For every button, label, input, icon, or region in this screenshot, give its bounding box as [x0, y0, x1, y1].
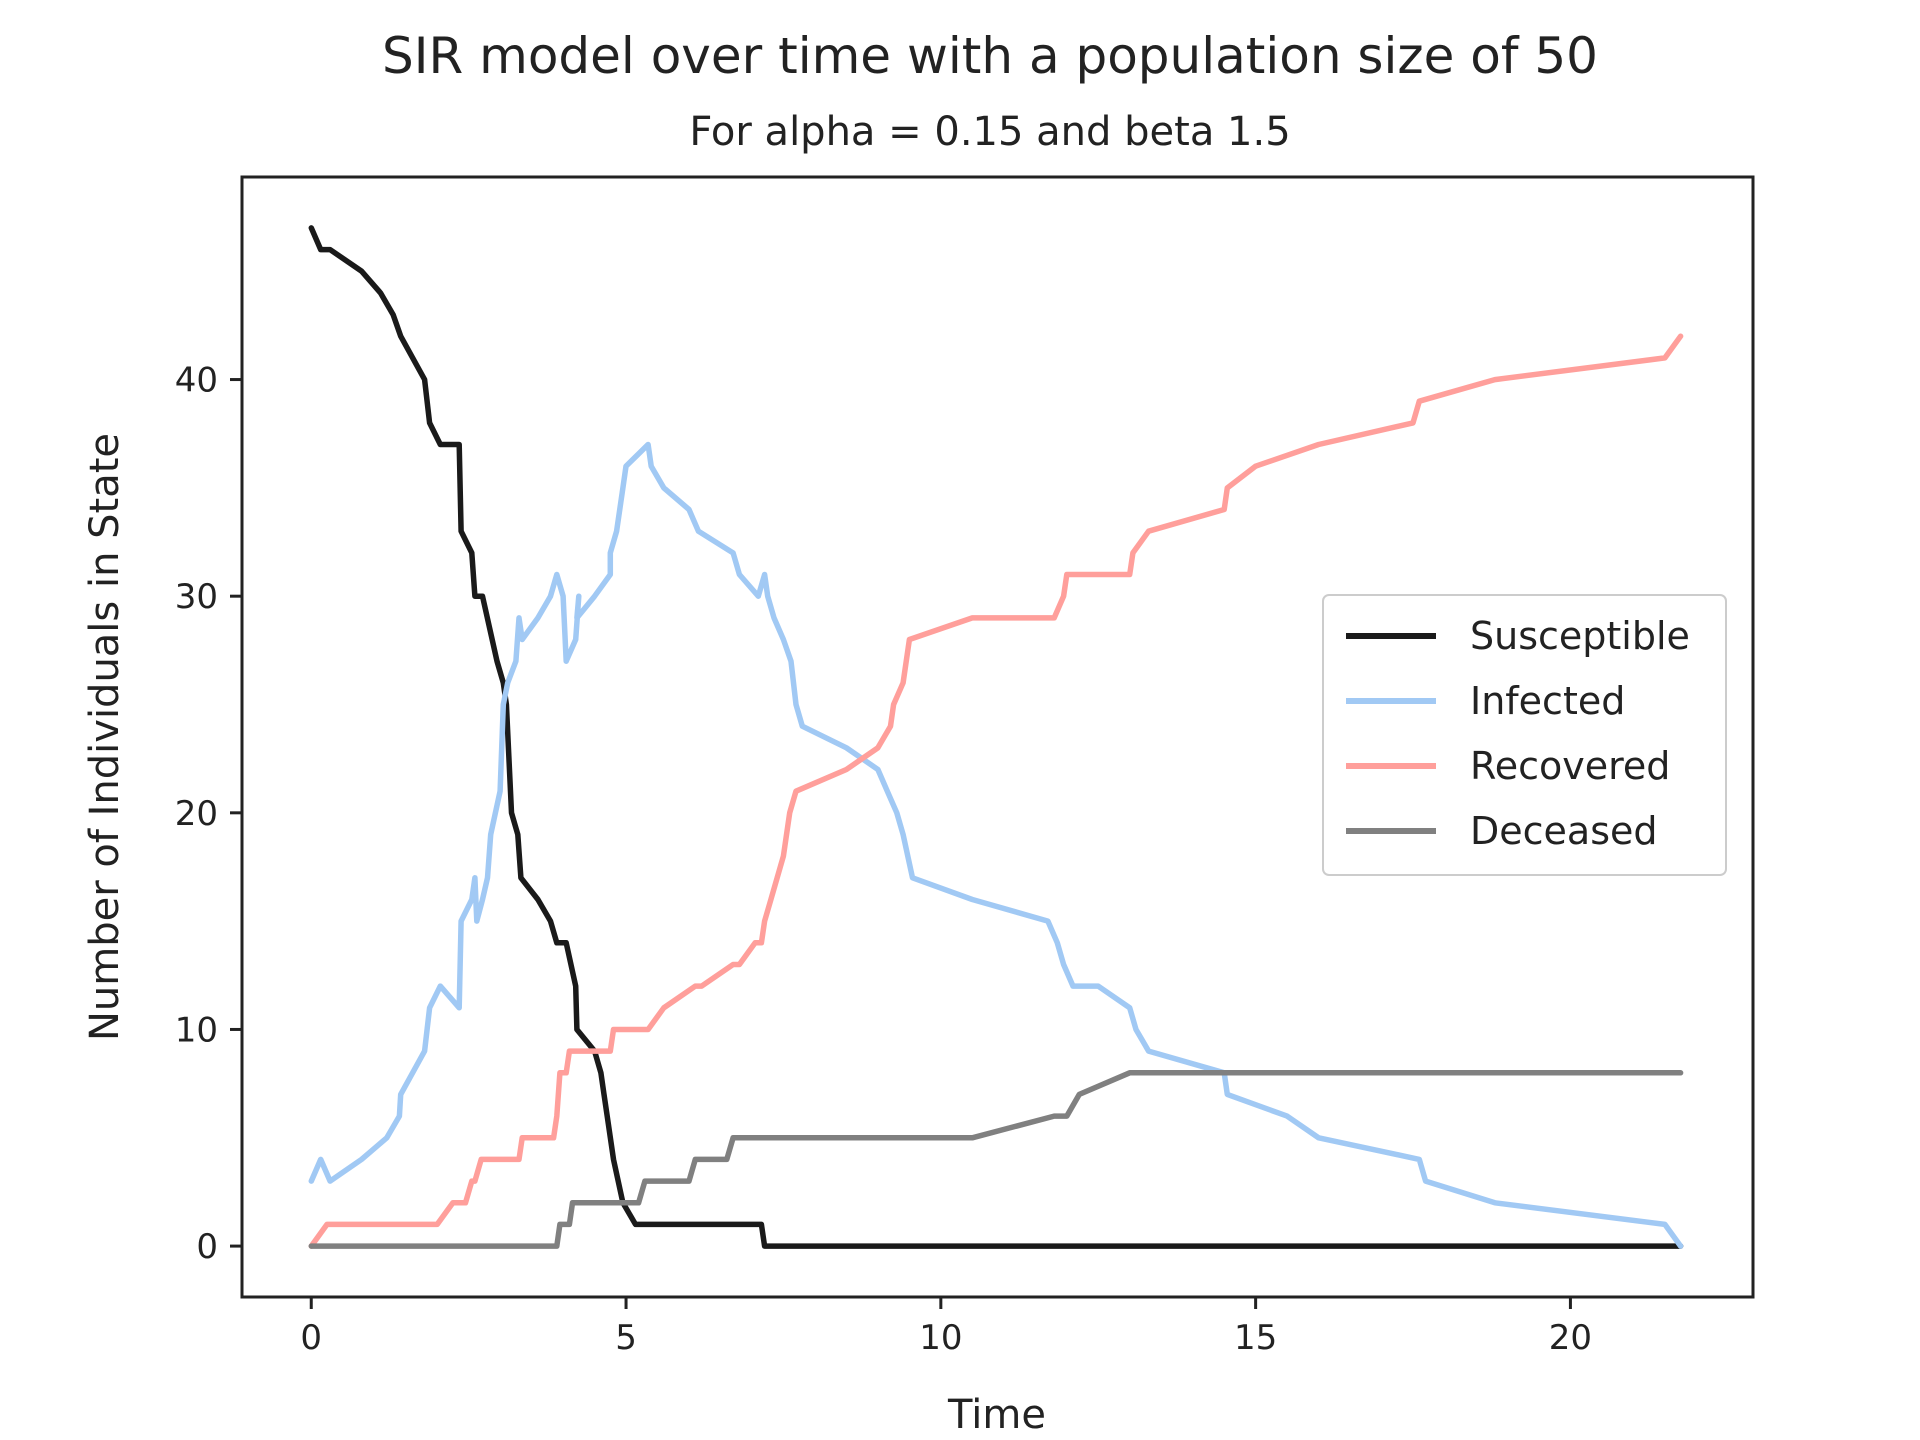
- x-tick-label: 10: [919, 1318, 962, 1358]
- x-tick-label: 20: [1549, 1318, 1592, 1358]
- y-tick-label: 0: [196, 1227, 218, 1267]
- legend-label-recovered: Recovered: [1470, 744, 1670, 788]
- series-line-recovered: [308, 333, 1684, 1249]
- y-tick-label: 30: [175, 577, 218, 617]
- x-tick-label: 0: [300, 1318, 322, 1358]
- series-line-susceptible: [308, 225, 1684, 1249]
- x-tick-label: 15: [1234, 1318, 1277, 1358]
- x-tick-label: 5: [615, 1318, 637, 1358]
- y-axis-label: Number of Individuals in State: [82, 433, 128, 1041]
- axis-ticks: 0 5 10 15 20 0 10 20 30 40: [175, 361, 1592, 1358]
- x-axis-label: Time: [947, 1392, 1046, 1438]
- y-tick-label: 20: [175, 794, 218, 834]
- legend: Susceptible Infected Recovered Deceased: [1322, 594, 1727, 876]
- chart-title: SIR model over time with a population si…: [382, 27, 1598, 85]
- plot-lines: [308, 225, 1684, 1249]
- series-line-infected: [308, 441, 1684, 1249]
- legend-label-infected: Infected: [1470, 679, 1625, 723]
- legend-label-susceptible: Susceptible: [1470, 614, 1690, 658]
- y-tick-label: 40: [175, 361, 218, 401]
- chart-subtitle: For alpha = 0.15 and beta 1.5: [689, 109, 1290, 155]
- series-line-deceased: [308, 1070, 1684, 1249]
- plot-frame: [240, 175, 1755, 1299]
- legend-label-deceased: Deceased: [1470, 809, 1658, 853]
- y-tick-label: 10: [175, 1010, 218, 1050]
- legend-box: [1322, 594, 1727, 876]
